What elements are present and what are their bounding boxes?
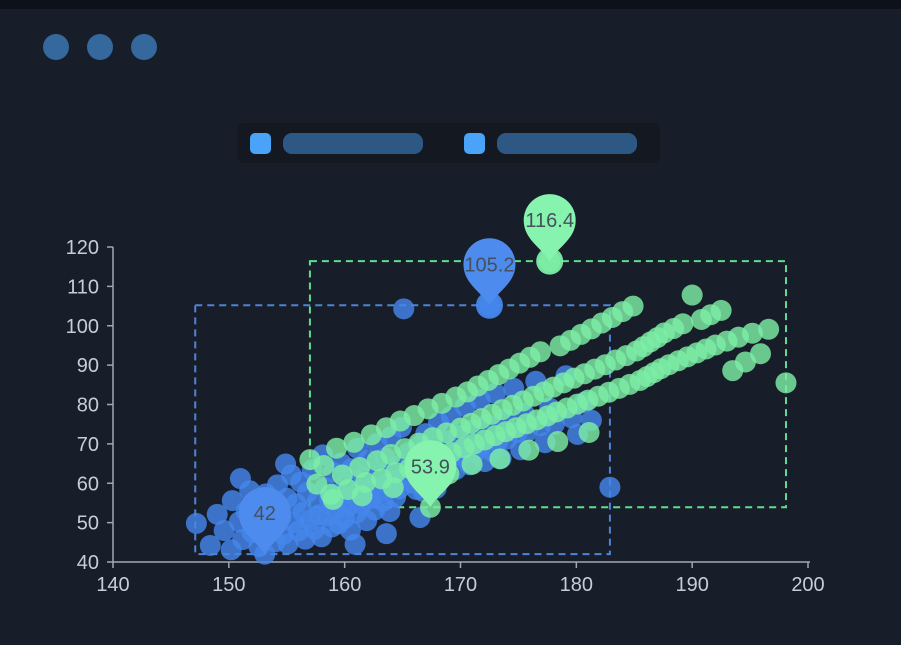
- mark-point-max-series-green[interactable]: 116.4: [523, 194, 576, 275]
- legend-label-placeholder: [283, 132, 423, 154]
- window-control-dot-2[interactable]: [87, 34, 113, 60]
- y-tick-label: 90: [77, 355, 99, 377]
- y-tick-label: 100: [66, 316, 99, 338]
- mark-point-min-series-green[interactable]: 53.9: [404, 440, 457, 508]
- x-tick-label: 140: [96, 574, 129, 596]
- x-tick-label: 150: [212, 574, 245, 596]
- mark-point-min-series-blue[interactable]: 42: [238, 487, 291, 555]
- y-tick-label: 80: [77, 395, 99, 417]
- scatter-points-series-green[interactable]: [299, 250, 797, 518]
- mark-point-max-series-blue[interactable]: 105.2: [463, 238, 516, 319]
- y-tick-label: 40: [77, 552, 99, 574]
- y-tick-label: 70: [77, 434, 99, 456]
- y-tick-label: 50: [77, 513, 99, 535]
- y-tick-label: 120: [66, 237, 99, 259]
- mark-point-label: 42: [254, 503, 276, 525]
- x-tick-label: 180: [560, 574, 593, 596]
- legend-item-series-green[interactable]: [464, 132, 637, 154]
- window-control-dot-1[interactable]: [43, 34, 69, 60]
- titlebar-strip: [0, 0, 901, 9]
- window-control-dot-3[interactable]: [131, 34, 157, 60]
- x-tick-label: 160: [328, 574, 361, 596]
- mark-point-label: 53.9: [411, 456, 450, 478]
- mark-area-series-green: [308, 260, 787, 509]
- y-tick-label: 110: [67, 276, 99, 298]
- x-tick-label: 170: [444, 574, 477, 596]
- chart-legend: [237, 123, 660, 163]
- x-tick-label: 200: [791, 574, 824, 596]
- legend-label-placeholder: [497, 132, 637, 154]
- mark-point-label: 116.4: [525, 210, 574, 232]
- axes: 140 150 160 170 180 190 200 40 50 60 70 80 90 100 110 1…: [66, 237, 825, 596]
- legend-item-series-blue[interactable]: [250, 132, 423, 154]
- legend-swatch-icon: [464, 132, 485, 154]
- mark-point-label: 105.2: [464, 254, 514, 276]
- y-tick-label: 60: [77, 473, 99, 495]
- x-tick-label: 190: [675, 574, 708, 596]
- window-controls: [43, 34, 157, 60]
- legend-swatch-icon: [250, 132, 271, 154]
